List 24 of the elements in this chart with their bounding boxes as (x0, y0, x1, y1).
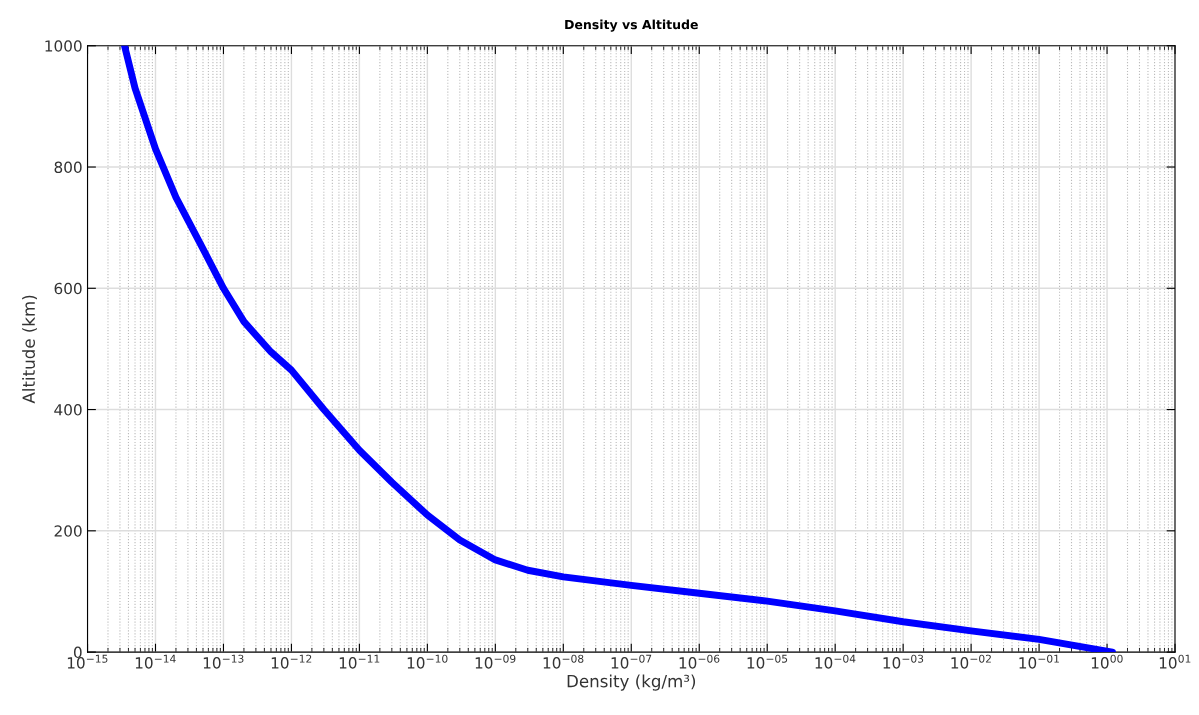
y-axis-title: Altitude (km) (22, 295, 37, 404)
x-tick-label: 10$^{−04}$ (815, 654, 856, 669)
y-tick-label: 200 (54, 525, 82, 537)
x-tick-label: 10$^{−10}$ (407, 654, 448, 669)
x-tick-label: 10$^{−14}$ (135, 654, 176, 669)
y-tick-label: 1000 (45, 40, 82, 52)
x-axis-title: Density (kg/m³) (567, 674, 696, 691)
x-tick-label: 10$^{00}$ (1091, 654, 1123, 669)
x-tick-label: 10$^{−08}$ (543, 654, 584, 669)
chart-title: Density vs Altitude (565, 19, 698, 32)
y-tick-label: 400 (54, 404, 82, 416)
x-tick-label: 10$^{−01}$ (1019, 654, 1059, 669)
x-tick-label: 10$^{−09}$ (475, 654, 516, 669)
y-tick-label: 800 (54, 161, 82, 174)
x-tick-label: 10$^{−12}$ (271, 654, 312, 669)
x-tick-label: 10$^{−11}$ (339, 654, 380, 669)
y-tick-label: 600 (54, 282, 82, 295)
x-tick-label: 10$^{−03}$ (883, 654, 924, 669)
x-tick-label: 10$^{01}$ (1159, 654, 1191, 669)
x-tick-label: 10$^{−13}$ (203, 654, 244, 669)
x-tick-label: 10$^{−07}$ (611, 654, 652, 669)
x-tick-label: 10$^{−02}$ (951, 654, 991, 669)
x-tick-label: 10$^{−05}$ (747, 654, 788, 669)
x-tick-label: 10$^{−06}$ (679, 654, 720, 669)
